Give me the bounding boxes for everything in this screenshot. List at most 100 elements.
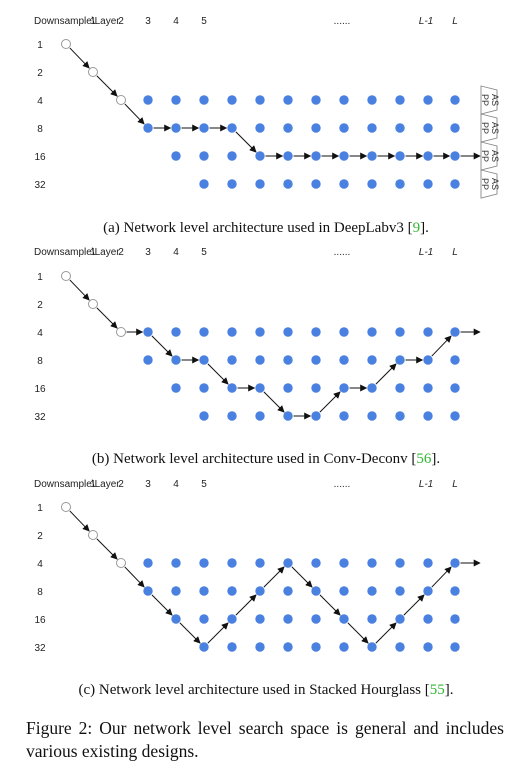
layer-label: 4 <box>173 479 179 490</box>
cell-node <box>450 383 460 393</box>
cell-node <box>423 355 433 365</box>
cell-node <box>255 327 265 337</box>
downsample-label: 2 <box>37 300 43 311</box>
layer-label-l-minus-1: L-1 <box>419 247 433 258</box>
panel-caption: (b) Network level architecture used in C… <box>92 451 440 467</box>
cell-node <box>227 614 237 624</box>
cell-node <box>283 123 293 133</box>
cell-node <box>283 383 293 393</box>
layer-label-l-minus-1: L-1 <box>419 16 433 27</box>
cell-node <box>255 151 265 161</box>
path-edge <box>207 363 229 385</box>
cell-node <box>199 123 209 133</box>
downsample-label: 1 <box>37 272 43 283</box>
downsample-label: 32 <box>34 643 46 654</box>
cell-node <box>227 558 237 568</box>
cell-node <box>311 179 321 189</box>
cell-node <box>255 614 265 624</box>
cell-node <box>367 383 377 393</box>
cell-node <box>450 327 460 337</box>
cell-node <box>395 123 405 133</box>
path-edge <box>291 566 313 588</box>
cell-node <box>423 383 433 393</box>
layer-label: 3 <box>145 479 151 490</box>
aspp-box: ASPP <box>480 113 500 143</box>
downsample-label: 8 <box>37 356 43 367</box>
aspp-label: ASPP <box>480 94 500 106</box>
cell-node <box>283 327 293 337</box>
cell-node <box>199 614 209 624</box>
layer-label: 3 <box>145 247 151 258</box>
corner-label: Downsample\Layer <box>34 16 120 27</box>
layer-ellipsis: ...... <box>334 16 351 27</box>
layer-label: 4 <box>173 16 179 27</box>
cell-node <box>199 411 209 421</box>
cell-node <box>255 383 265 393</box>
cell-node <box>367 179 377 189</box>
cell-node <box>339 614 349 624</box>
downsample-label: 4 <box>37 96 43 107</box>
cell-node <box>283 642 293 652</box>
aspp-box: ASPP <box>480 85 500 115</box>
cell-node <box>367 355 377 365</box>
cell-node <box>171 558 181 568</box>
cell-node <box>143 558 153 568</box>
cell-node <box>311 355 321 365</box>
downsample-label: 32 <box>34 412 46 423</box>
cell-node <box>395 327 405 337</box>
input-node <box>61 39 71 49</box>
downsample-label: 2 <box>37 68 43 79</box>
cell-node <box>450 586 460 596</box>
layer-label: 4 <box>173 247 179 258</box>
layer-ellipsis: ...... <box>334 247 351 258</box>
aspp-label: ASPP <box>480 178 500 190</box>
cell-node <box>199 586 209 596</box>
cell-node <box>450 642 460 652</box>
cell-node <box>367 586 377 596</box>
cell-node <box>423 327 433 337</box>
cell-node <box>450 614 460 624</box>
layer-label: 2 <box>118 16 124 27</box>
cell-node <box>450 558 460 568</box>
corner-label: Downsample\Layer <box>34 247 120 258</box>
cell-node <box>311 614 321 624</box>
cell-node <box>255 123 265 133</box>
figure-caption: Figure 2: Our network level search space… <box>26 718 504 761</box>
downsample-label: 8 <box>37 124 43 135</box>
cell-node <box>367 123 377 133</box>
cell-node <box>395 95 405 105</box>
cell-node <box>227 327 237 337</box>
cell-node <box>367 411 377 421</box>
path-edge <box>319 594 341 616</box>
downsample-label: 1 <box>37 503 43 514</box>
layer-label-l: L <box>452 16 458 27</box>
cell-node <box>339 355 349 365</box>
cell-node <box>339 558 349 568</box>
cell-node <box>171 327 181 337</box>
cell-node <box>450 95 460 105</box>
cell-node <box>227 411 237 421</box>
input-node <box>88 530 98 540</box>
panel-caption: (c) Network level architecture used in S… <box>78 682 453 698</box>
cell-node <box>199 179 209 189</box>
cell-node <box>423 586 433 596</box>
input-node <box>61 271 71 281</box>
cell-node <box>255 642 265 652</box>
path-edge <box>235 131 257 153</box>
cell-node <box>227 355 237 365</box>
cell-node <box>395 355 405 365</box>
cell-node <box>199 383 209 393</box>
path-edge <box>124 566 145 588</box>
cell-node <box>423 411 433 421</box>
path-edge <box>403 594 425 616</box>
path-edge <box>319 391 341 413</box>
path-edge <box>124 103 145 125</box>
cell-node <box>311 411 321 421</box>
downsample-label: 16 <box>34 384 46 395</box>
input-node <box>116 558 126 568</box>
cell-node <box>450 411 460 421</box>
cell-node <box>143 327 153 337</box>
cell-node <box>367 558 377 568</box>
input-node <box>88 299 98 309</box>
